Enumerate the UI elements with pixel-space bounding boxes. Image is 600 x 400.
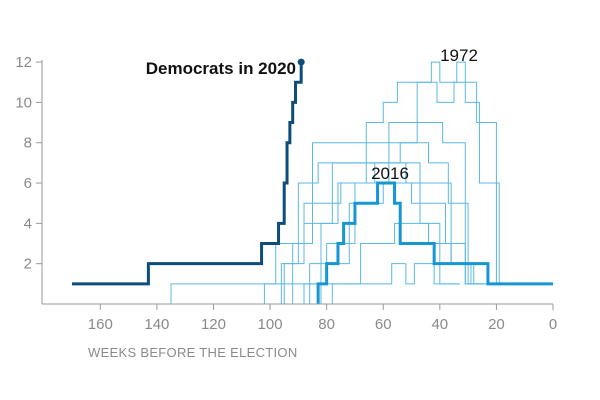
tick-layer: 2 4 6 8 10 12 160 140 120 100 80 60 40 20 0 xyxy=(15,54,557,333)
annotation-1972: 1972 xyxy=(440,46,478,65)
x-tick-label: 0 xyxy=(549,316,557,333)
x-tick-label: 100 xyxy=(258,316,283,333)
annotation-2016: 2016 xyxy=(371,164,409,183)
series-line-other-d xyxy=(170,162,460,304)
y-tick-label: 8 xyxy=(24,135,32,152)
series-line-other-e xyxy=(309,182,488,304)
series-end-marker-democrats-in-2020 xyxy=(297,58,305,66)
annotation-democrats-2020: Democrats in 2020 xyxy=(146,59,296,78)
x-tick-label: 140 xyxy=(144,316,169,333)
x-tick-label: 120 xyxy=(201,316,226,333)
series-line-other-g xyxy=(331,263,460,304)
series-line-other-b xyxy=(292,122,483,304)
x-tick-label: 80 xyxy=(318,316,335,333)
x-tick-label: 60 xyxy=(375,316,392,333)
series-layer xyxy=(72,58,553,304)
x-tick-label: 40 xyxy=(431,316,448,333)
series-line-other-h xyxy=(280,142,483,304)
y-tick-label: 2 xyxy=(24,256,32,273)
x-axis-title: WEEKS BEFORE THE ELECTION xyxy=(88,345,298,360)
y-tick-label: 10 xyxy=(15,94,32,111)
x-tick-label: 20 xyxy=(488,316,505,333)
y-tick-label: 4 xyxy=(24,215,32,232)
y-tick-label: 12 xyxy=(15,54,32,71)
series-line-2016 xyxy=(316,181,553,304)
y-tick-label: 6 xyxy=(24,175,32,192)
series-line-democrats-in-2020 xyxy=(72,62,303,286)
x-tick-label: 160 xyxy=(88,316,113,333)
